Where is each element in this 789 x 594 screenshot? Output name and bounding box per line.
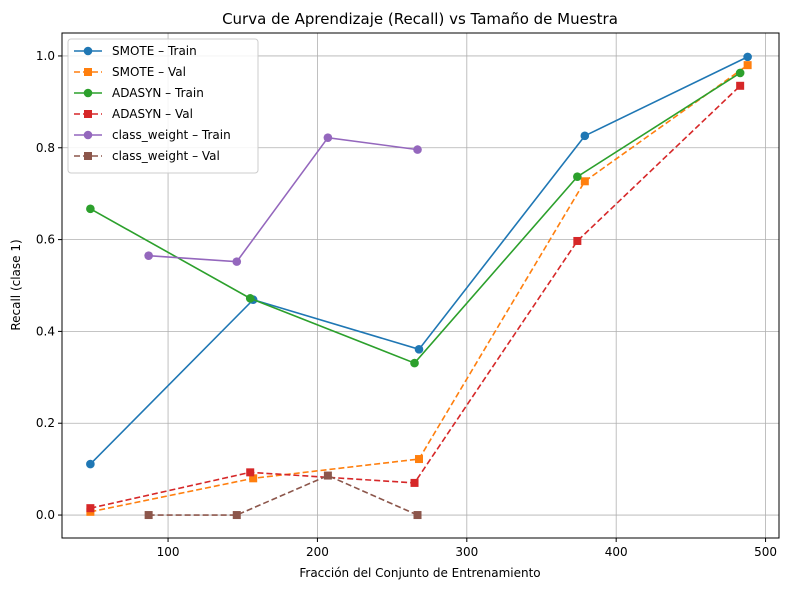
legend-marker-square — [84, 110, 92, 118]
data-point-square — [232, 511, 241, 520]
y-tick-label: 0.6 — [36, 233, 55, 247]
legend-marker-circle — [83, 46, 93, 56]
data-point-square — [410, 478, 419, 487]
y-tick-label: 0.0 — [36, 508, 55, 522]
legend-label: class_weight – Val — [112, 149, 220, 163]
legend-label: class_weight – Train — [112, 128, 231, 142]
x-axis-label: Fracción del Conjunto de Entrenamiento — [299, 566, 540, 580]
series-2 — [86, 68, 745, 368]
legend-item-4: class_weight – Train — [74, 128, 231, 142]
legend-label: SMOTE – Val — [112, 65, 186, 79]
legend-label: SMOTE – Train — [112, 44, 197, 58]
data-point-circle — [245, 294, 255, 303]
data-point-circle — [86, 459, 95, 469]
data-point-square — [415, 455, 424, 464]
series-line — [148, 474, 418, 516]
data-point-square — [743, 61, 752, 70]
chart-title: Curva de Aprendizaje (Recall) vs Tamaño … — [222, 10, 618, 28]
x-tick-label: 300 — [455, 545, 478, 559]
legend-marker-circle — [83, 88, 93, 98]
data-point-circle — [144, 251, 153, 260]
y-tick-label: 0.2 — [36, 416, 55, 430]
plot-frame — [61, 32, 780, 539]
data-point-square — [580, 177, 589, 186]
data-point-square — [736, 81, 745, 90]
data-point-circle — [323, 133, 333, 142]
legend-marker-circle — [83, 130, 93, 140]
data-point-square — [323, 471, 332, 480]
data-point-circle — [414, 345, 424, 354]
data-point-square — [144, 511, 153, 520]
legend-label: ADASYN – Train — [112, 86, 204, 100]
y-axis-label: Recall (clase 1) — [9, 239, 23, 330]
y-tick-label: 0.4 — [36, 324, 55, 338]
series-3 — [86, 81, 745, 513]
series-0 — [86, 52, 752, 469]
legend-box — [67, 38, 259, 174]
data-point-square — [86, 504, 95, 513]
legend: SMOTE – Train SMOTE – Val ADASYN – Train AD… — [67, 38, 259, 174]
data-point-circle — [735, 68, 745, 78]
series-4 — [144, 133, 422, 266]
legend-marker-square — [84, 152, 92, 160]
series-layer — [86, 52, 752, 520]
legend-item-0: SMOTE – Train — [74, 44, 197, 58]
legend-item-2: ADASYN – Train — [74, 86, 204, 100]
legend-item-3: ADASYN – Val — [74, 107, 193, 121]
legend-item-5: class_weight – Val — [74, 149, 220, 163]
data-point-circle — [232, 257, 242, 266]
data-point-circle — [410, 358, 419, 368]
data-point-circle — [580, 131, 590, 141]
data-point-circle — [86, 204, 95, 214]
y-tick-label: 1.0 — [36, 49, 55, 63]
data-point-circle — [573, 172, 582, 181]
y-tick-label: 0.8 — [36, 141, 55, 155]
series-5 — [144, 471, 422, 520]
x-tick-label: 100 — [157, 545, 180, 559]
legend-item-1: SMOTE – Val — [74, 65, 186, 79]
x-tick-label: 200 — [306, 545, 329, 559]
data-point-square — [573, 236, 582, 245]
data-point-circle — [743, 52, 752, 62]
data-point-circle — [413, 145, 422, 154]
legend-label: ADASYN – Val — [112, 107, 193, 121]
x-tick-label: 500 — [754, 545, 777, 559]
data-point-square — [246, 468, 255, 477]
legend-marker-square — [84, 68, 92, 76]
x-tick-label: 400 — [605, 545, 628, 559]
data-point-square — [249, 474, 258, 483]
axis-ticks: 100 200 300 400 500 0.0 0.2 0.4 0.6 0.8 1.0 — [36, 49, 777, 559]
data-point-square — [413, 511, 422, 520]
series-line — [148, 136, 418, 263]
